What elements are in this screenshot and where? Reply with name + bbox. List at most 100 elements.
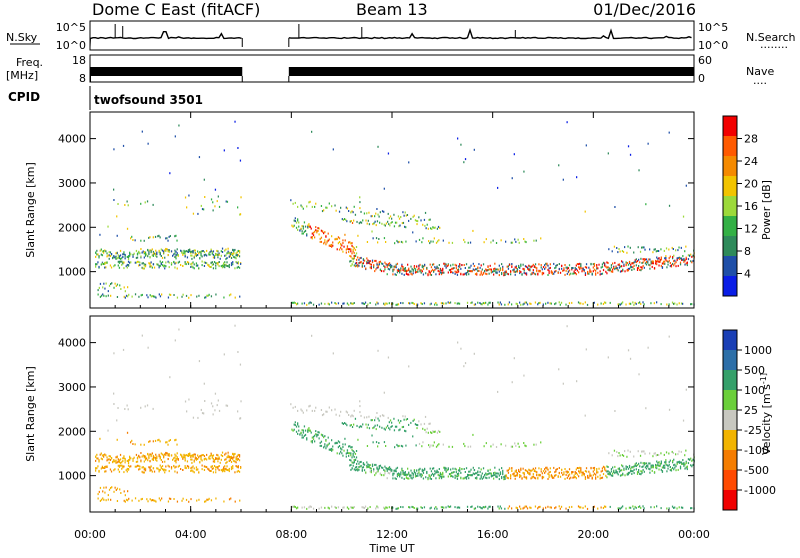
power-echo-cell	[205, 296, 207, 299]
power-echo-cell	[576, 263, 579, 265]
velocity-echo-cell	[225, 467, 227, 470]
power-echo-cell	[593, 264, 596, 267]
power-echo-cell	[453, 267, 455, 269]
velocity-echo-cell	[465, 467, 468, 470]
velocity-echo-cell	[194, 453, 196, 456]
velocity-echo-cell	[361, 466, 363, 469]
power-echo-cell	[233, 250, 235, 253]
power-echo-cell	[430, 266, 433, 269]
velocity-echo-cell	[634, 463, 636, 466]
power-echo-cell	[197, 212, 199, 215]
power-echo-cell	[320, 236, 323, 239]
power-echo-cell	[584, 272, 587, 275]
power-echo-cell	[198, 294, 200, 297]
power-echo-cell	[547, 274, 549, 276]
power-echo-cell	[143, 251, 145, 254]
power-echo-cell	[304, 225, 307, 228]
power-echo-cell	[117, 203, 119, 205]
velocity-echo-cell	[226, 456, 228, 459]
power-echo-cell	[410, 265, 412, 268]
noise-panel: 10^5 10^0 10^5 10^0	[56, 20, 728, 52]
velocity-echo-cell	[218, 465, 220, 467]
velocity-echo-cell	[127, 460, 130, 463]
velocity-echo-cell	[464, 476, 466, 479]
velocity-echo-cell	[638, 469, 640, 471]
power-echo-cell	[210, 198, 213, 201]
velocity-echo-cell	[586, 507, 589, 510]
velocity-echo-cell	[638, 471, 640, 474]
power-echo-cell	[680, 246, 682, 249]
velocity-echo-cell	[304, 429, 307, 432]
power-echo-cell	[401, 265, 403, 268]
velocity-echo-cell	[547, 478, 549, 480]
power-echo-cell	[396, 262, 399, 265]
power-echo-cell	[649, 267, 651, 270]
velocity-echo-cell	[342, 423, 345, 425]
velocity-echo-cell	[200, 454, 202, 457]
power-echo-cell	[384, 303, 386, 306]
power-echo-cell	[302, 207, 304, 210]
power-echo-cell	[142, 267, 144, 270]
velocity-echo-cell	[123, 455, 125, 458]
velocity-echo-cell	[672, 452, 674, 454]
power-echo-cell	[362, 259, 365, 262]
velocity-echo-cell	[239, 363, 242, 366]
power-echo-cell	[143, 263, 145, 266]
velocity-echo-cell	[618, 452, 620, 454]
velocity-echo-cell	[144, 455, 147, 458]
velocity-echo-cell	[168, 439, 170, 442]
power-echo-cell	[218, 252, 220, 255]
power-echo-cell	[530, 266, 532, 269]
power-echo-cell	[669, 265, 671, 268]
velocity-echo-cell	[432, 430, 434, 433]
power-echo-cell	[383, 187, 385, 190]
velocity-echo-cell	[471, 474, 473, 477]
velocity-echo-cell	[593, 472, 596, 475]
power-echo-cell	[529, 265, 531, 268]
power-echo-cell	[320, 229, 323, 232]
velocity-echo-cell	[515, 444, 517, 447]
velocity-echo-cell	[524, 469, 527, 472]
velocity-echo-cell	[387, 356, 390, 359]
velocity-echo-cell	[157, 439, 159, 442]
velocity-echo-cell	[561, 471, 563, 474]
velocity-echo-cell	[678, 450, 680, 453]
power-echo-cell	[417, 303, 419, 306]
power-echo-cell	[518, 264, 520, 267]
power-echo-cell	[647, 142, 649, 145]
velocity-echo-cell	[404, 473, 406, 476]
velocity-echo-cell	[192, 465, 194, 468]
velocity-echo-cell	[203, 458, 206, 461]
power-echo-cell	[136, 252, 139, 255]
velocity-echo-cell	[479, 477, 481, 480]
power-echo-cell	[237, 250, 239, 252]
velocity-echo-cell	[480, 507, 482, 510]
power-echo-cell	[396, 303, 398, 306]
power-echo-cell	[174, 249, 176, 252]
velocity-echo-cell	[126, 431, 129, 434]
power-echo-cell	[430, 270, 433, 273]
power-echo-cell	[210, 261, 212, 264]
velocity-echo-cell	[381, 426, 383, 429]
velocity-echo-cell	[320, 506, 323, 509]
power-echo-cell	[652, 262, 654, 265]
velocity-echo-cell	[310, 505, 312, 508]
power-echo-cell	[634, 260, 636, 263]
power-echo-cell	[642, 246, 644, 249]
velocity-echo-cell	[548, 471, 550, 474]
velocity-echo-cell	[549, 467, 551, 470]
velocity-echo-cell	[155, 453, 157, 456]
velocity-echo-cell	[235, 456, 237, 459]
power-echo-cell	[602, 269, 605, 272]
power-echo-cell	[488, 301, 490, 304]
power-echo-cell	[496, 268, 498, 271]
velocity-echo-cell	[559, 507, 561, 510]
velocity-echo-cell	[374, 424, 376, 427]
velocity-echo-cell	[375, 416, 377, 419]
power-echo-cell	[194, 252, 196, 255]
velocity-echo-cell	[529, 469, 531, 472]
cpid-program-name: twofsound 3501	[94, 93, 203, 107]
power-echo-cell	[374, 259, 376, 262]
power-echo-cell	[605, 270, 607, 273]
velocity-echo-cell	[685, 462, 687, 465]
